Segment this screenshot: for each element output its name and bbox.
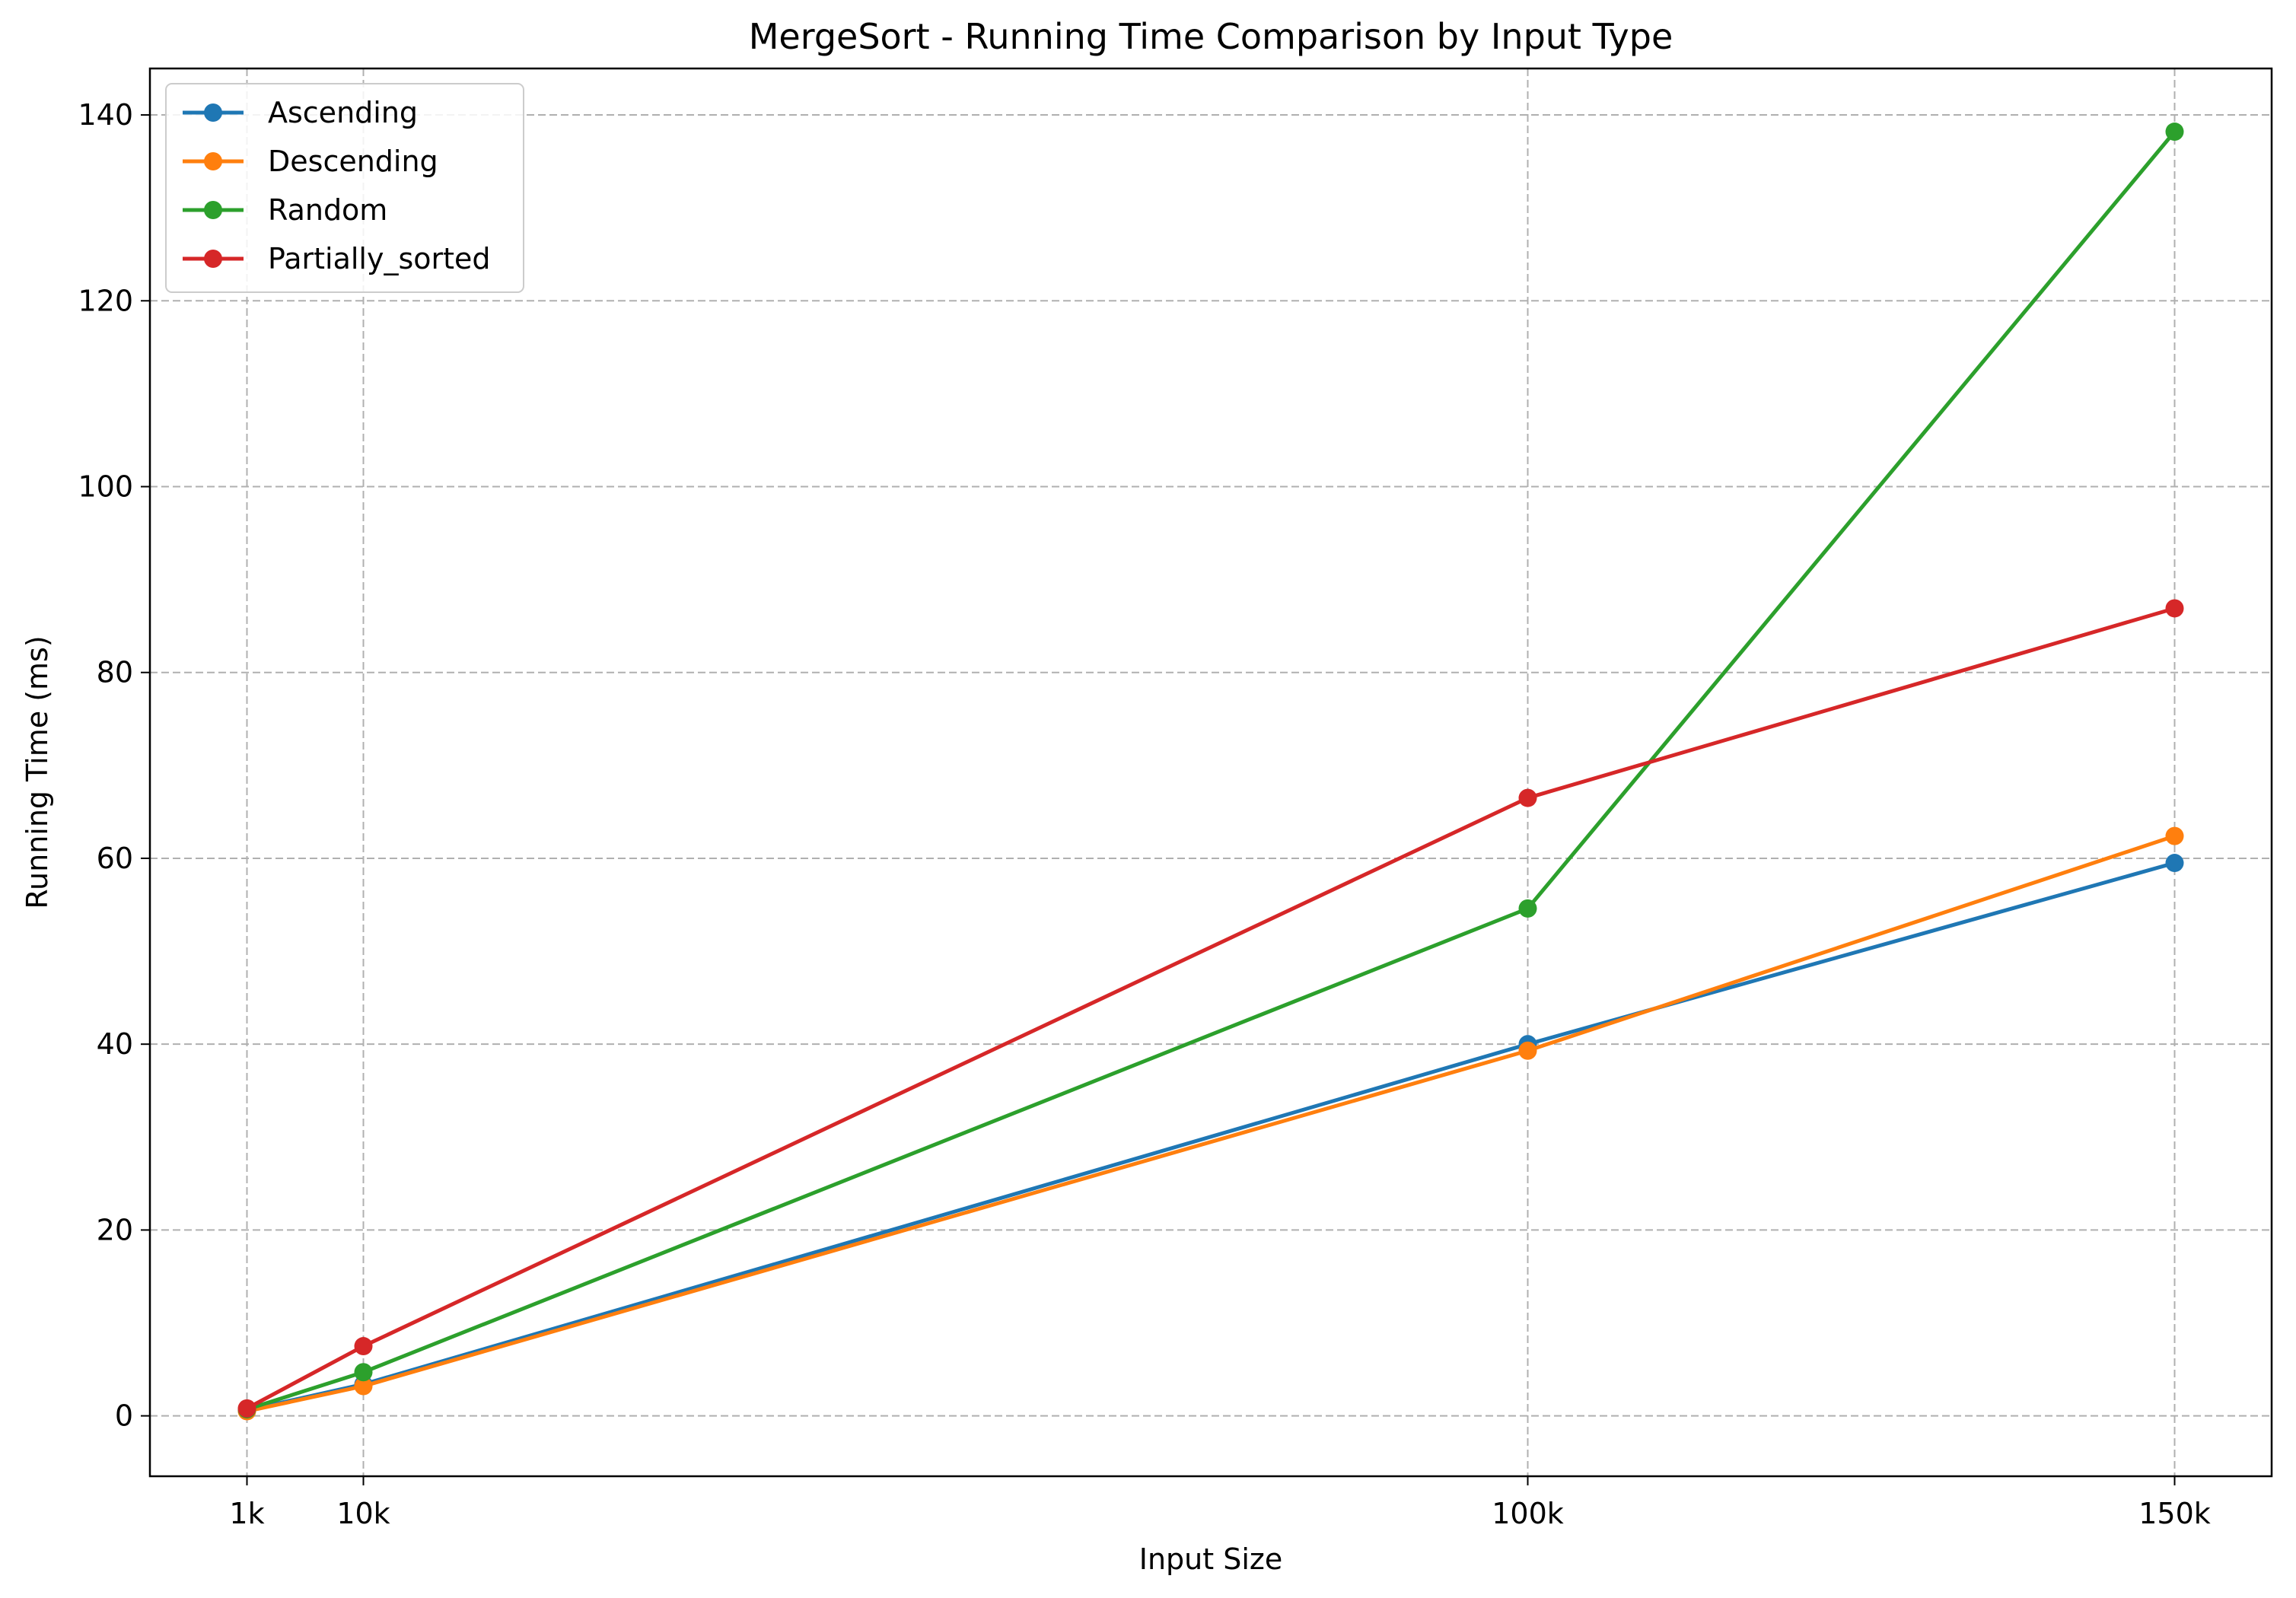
data-point (2166, 599, 2184, 617)
x-tick-label: 100k (1492, 1497, 1564, 1530)
legend-label: Descending (268, 145, 438, 178)
series-line (247, 608, 2175, 1408)
y-tick-label: 140 (78, 98, 133, 132)
y-tick-label: 120 (78, 284, 133, 317)
x-axis-title: Input Size (1139, 1542, 1282, 1576)
chart-title: MergeSort - Running Time Comparison by I… (749, 16, 1673, 57)
legend-label: Ascending (268, 96, 418, 129)
y-tick-label: 60 (97, 842, 133, 875)
series-partially-sorted (238, 599, 2184, 1417)
y-axis: 0 20 40 60 80 100 120 140 (78, 98, 150, 1433)
legend-swatch-marker (204, 201, 222, 219)
data-point (238, 1399, 256, 1418)
series-descending (238, 827, 2184, 1421)
series-group (238, 123, 2184, 1420)
data-point (1519, 789, 1537, 807)
data-point (355, 1337, 373, 1355)
y-tick-label: 100 (78, 470, 133, 504)
y-tick-label: 0 (115, 1399, 133, 1433)
y-tick-label: 80 (97, 656, 133, 689)
series-random (238, 123, 2184, 1418)
data-point (355, 1363, 373, 1381)
series-line (247, 836, 2175, 1412)
legend-label: Random (268, 193, 387, 227)
y-tick-label: 20 (97, 1213, 133, 1246)
data-point (2166, 854, 2184, 872)
data-point (2166, 123, 2184, 141)
x-tick-label: 1k (229, 1497, 264, 1530)
x-axis: 1k 10k 100k 150k (229, 1476, 2210, 1530)
legend: Ascending Descending Random Partially_sorte… (166, 84, 524, 292)
data-point (2166, 827, 2184, 845)
legend-label: Partially_sorted (268, 242, 491, 275)
legend-swatch-marker (204, 250, 222, 268)
data-point (1519, 1042, 1537, 1060)
series-line (247, 132, 2175, 1409)
series-ascending (238, 854, 2184, 1419)
y-axis-title: Running Time (ms) (21, 635, 54, 909)
x-tick-label: 150k (2138, 1497, 2211, 1530)
legend-swatch-marker (204, 152, 222, 170)
x-tick-label: 10k (336, 1497, 390, 1530)
legend-swatch-marker (204, 103, 222, 122)
data-point (1519, 899, 1537, 918)
y-tick-label: 40 (97, 1027, 133, 1061)
